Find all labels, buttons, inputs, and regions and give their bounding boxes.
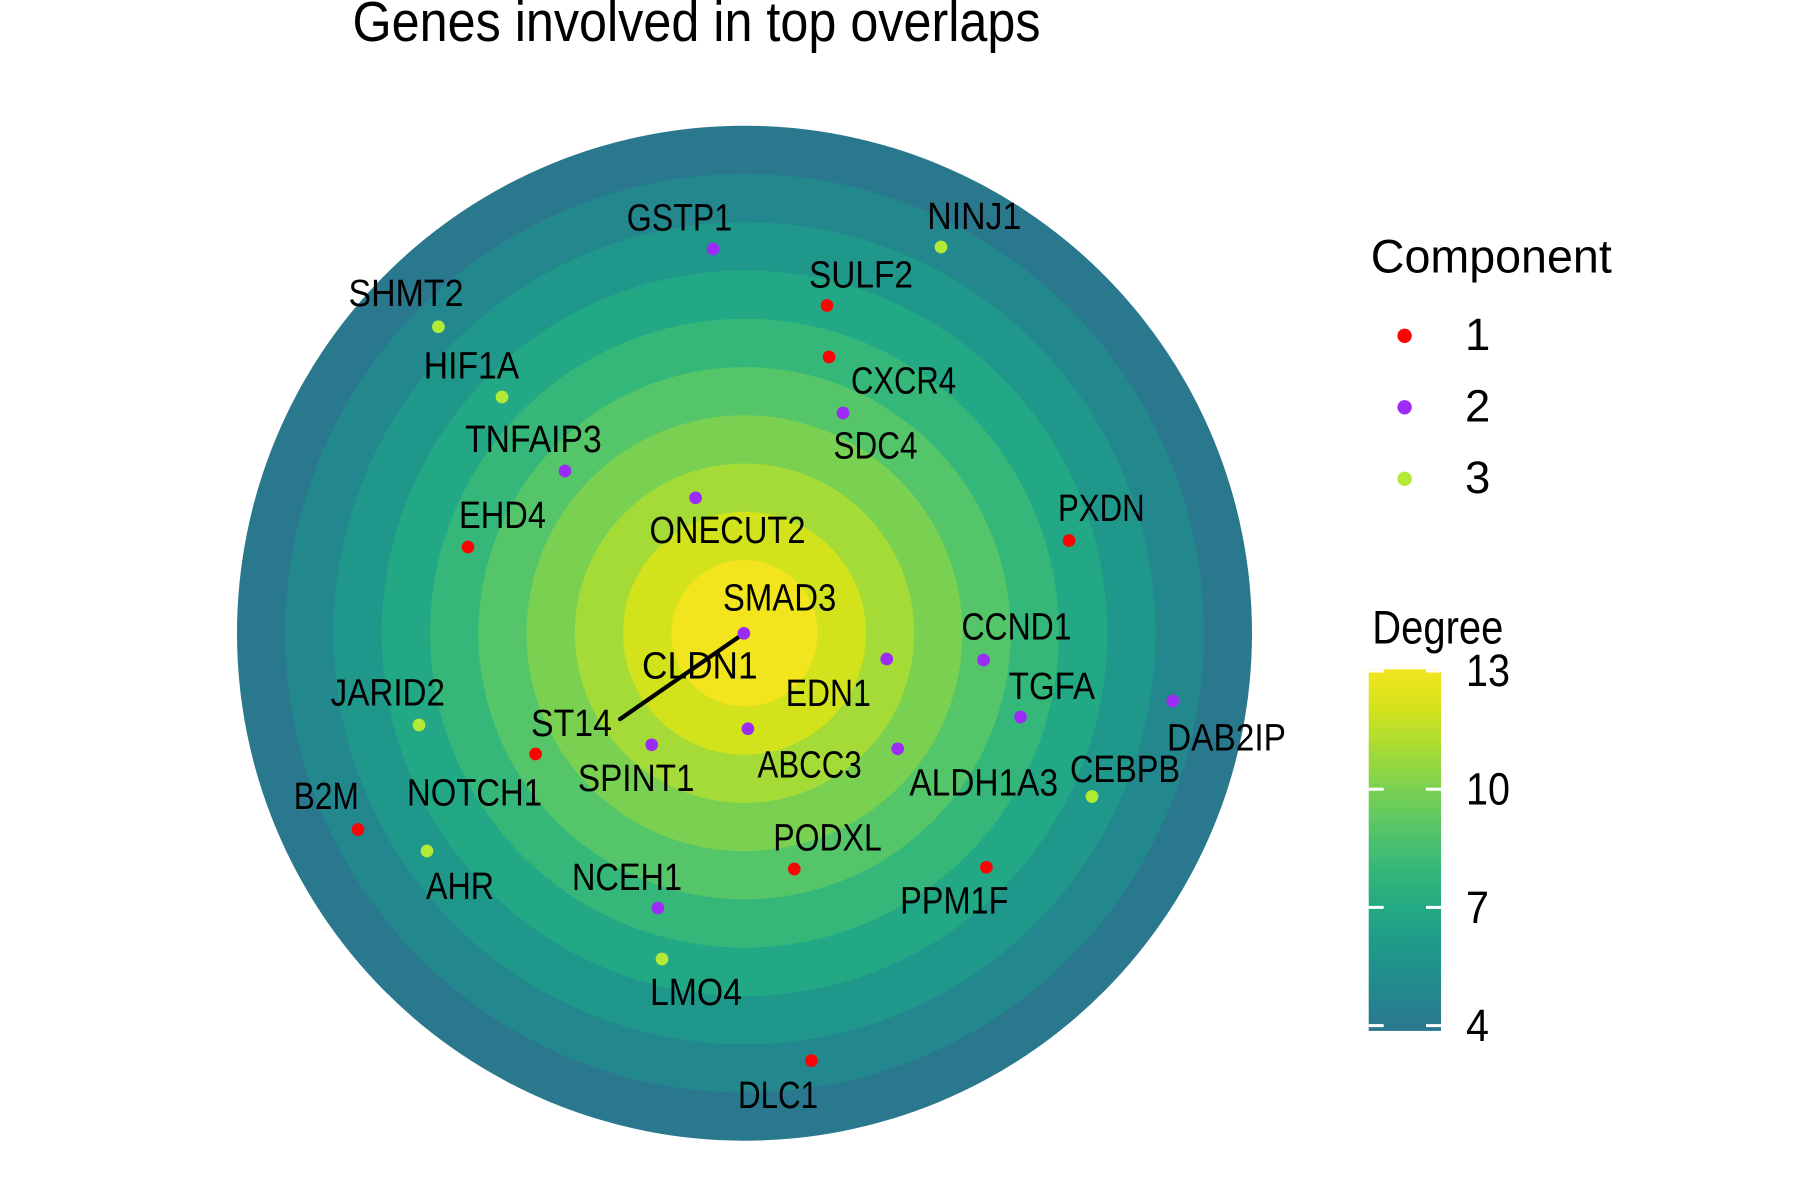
svg-text:ALDH1A3: ALDH1A3 [909,763,1058,805]
svg-text:ONECUT2: ONECUT2 [650,510,806,552]
svg-text:PPM1F: PPM1F [900,881,1008,923]
svg-text:EHD4: EHD4 [459,495,546,537]
svg-text:PODXL: PODXL [773,817,882,859]
svg-text:DLC1: DLC1 [738,1075,818,1117]
svg-text:Component: Component [1371,230,1612,283]
svg-text:ABCC3: ABCC3 [758,745,862,787]
svg-text:TGFA: TGFA [1009,666,1096,708]
svg-text:TNFAIP3: TNFAIP3 [465,419,602,461]
svg-text:GSTP1: GSTP1 [627,198,732,240]
svg-text:SMAD3: SMAD3 [723,578,836,620]
svg-text:B2M: B2M [294,776,359,818]
svg-text:CEBPB: CEBPB [1070,749,1180,791]
svg-text:HIF1A: HIF1A [424,346,520,388]
svg-text:AHR: AHR [426,866,494,908]
svg-text:4: 4 [1466,1000,1489,1051]
svg-text:NOTCH1: NOTCH1 [407,773,542,815]
svg-text:NCEH1: NCEH1 [572,857,682,899]
svg-text:SHMT2: SHMT2 [349,273,464,315]
svg-text:13: 13 [1466,645,1510,696]
svg-text:DAB2IP: DAB2IP [1167,718,1286,760]
svg-text:ST14: ST14 [531,703,612,745]
svg-text:Degree: Degree [1372,600,1503,653]
svg-text:2: 2 [1465,381,1490,432]
svg-text:7: 7 [1466,882,1489,933]
svg-text:1: 1 [1465,309,1490,360]
svg-text:EDN1: EDN1 [786,673,871,715]
svg-text:NINJ1: NINJ1 [927,196,1021,238]
svg-text:SDC4: SDC4 [834,426,918,468]
svg-text:CCND1: CCND1 [962,607,1072,649]
svg-text:3: 3 [1465,452,1490,503]
svg-text:PXDN: PXDN [1058,488,1145,530]
svg-text:CLDN1: CLDN1 [642,645,758,687]
svg-text:CXCR4: CXCR4 [851,361,956,403]
svg-text:JARID2: JARID2 [331,673,445,715]
svg-text:Genes involved in top overlaps: Genes involved in top overlaps [353,0,1041,54]
svg-text:SPINT1: SPINT1 [578,758,695,800]
svg-text:SULF2: SULF2 [809,255,913,297]
svg-text:LMO4: LMO4 [650,972,742,1014]
svg-text:10: 10 [1466,764,1510,815]
